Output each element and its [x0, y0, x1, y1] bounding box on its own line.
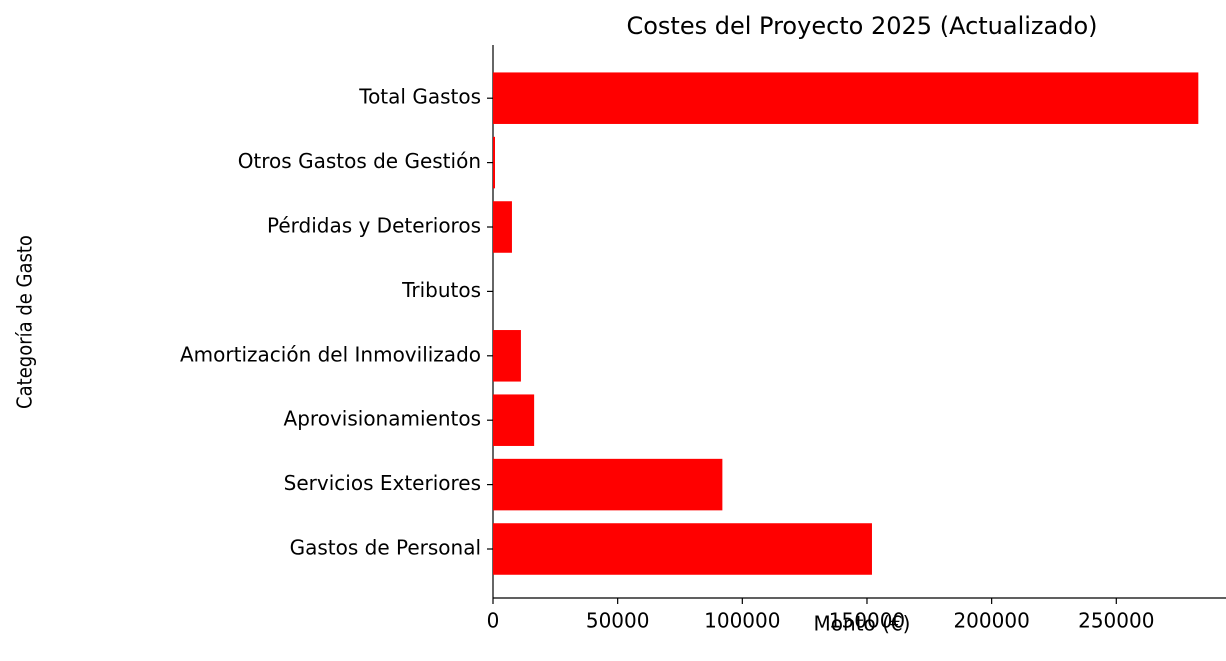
x-tick-label: 200000: [953, 609, 1029, 633]
y-tick-label: Otros Gastos de Gestión: [238, 149, 481, 173]
y-axis-label: Categoría de Gasto: [13, 235, 37, 409]
y-tick-label: Tributos: [401, 278, 481, 302]
bar: [493, 523, 872, 575]
bar: [493, 72, 1199, 124]
y-tick-label: Pérdidas y Deterioros: [267, 214, 481, 238]
y-tick-label: Total Gastos: [358, 85, 481, 109]
bar: [493, 394, 535, 446]
x-axis-label: Monto (€): [814, 612, 911, 636]
bar: [493, 330, 521, 382]
y-tick-label: Servicios Exteriores: [284, 471, 481, 495]
x-tick-label: 0: [487, 609, 500, 633]
x-tick-label: 50000: [586, 609, 650, 633]
chart-title: Costes del Proyecto 2025 (Actualizado): [626, 12, 1097, 40]
x-tick-label: 250000: [1078, 609, 1154, 633]
bar: [493, 458, 723, 511]
x-tick-label: 150000: [829, 609, 905, 633]
x-tick-label: 100000: [704, 609, 780, 633]
bar: [493, 201, 512, 253]
y-tick-label: Aprovisionamientos: [284, 407, 481, 431]
y-tick-label: Gastos de Personal: [290, 536, 481, 560]
bar: [493, 136, 495, 189]
y-tick-label: Amortización del Inmovilizado: [180, 342, 481, 366]
